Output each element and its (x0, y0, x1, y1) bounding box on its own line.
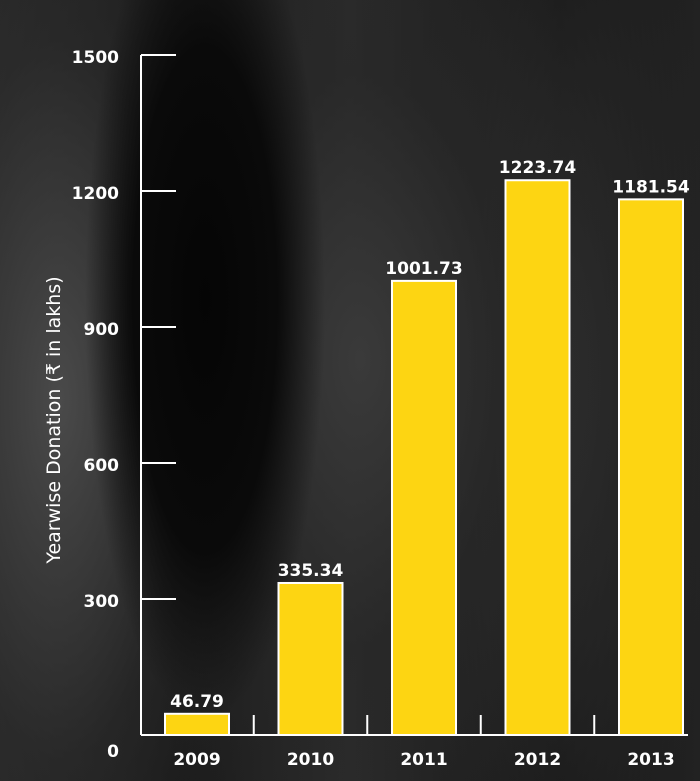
axes: 0 300 600 900 1200 1500 (72, 48, 688, 762)
x-tick-label: 2010 (287, 750, 334, 770)
x-tick-label: 2013 (627, 750, 674, 770)
data-label: 335.34 (278, 561, 344, 581)
y-tick-label: 300 (84, 592, 120, 612)
x-tick-label: 2011 (400, 750, 447, 770)
data-label: 1223.74 (499, 158, 577, 178)
y-tick-label: 600 (84, 456, 120, 476)
x-tick-label: 2009 (173, 750, 220, 770)
bar (277, 581, 344, 736)
bar (618, 198, 684, 736)
y-tick-label: 1500 (72, 48, 119, 68)
data-label: 1001.73 (385, 259, 462, 279)
y-tick-label: 1200 (72, 184, 119, 204)
y-tick-label: 900 (84, 320, 120, 340)
x-tick-label: 2012 (514, 750, 561, 770)
y-axis-title: Yearwise Donation (₹ in lakhs) (43, 276, 65, 564)
y-tick-label: 0 (107, 742, 119, 762)
labels: 46.79 2009 335.34 2010 1001.73 2011 1223.74 201… (170, 158, 690, 770)
bar (504, 179, 571, 737)
bar (391, 279, 457, 736)
data-label: 1181.54 (612, 177, 690, 197)
data-label: 46.79 (170, 692, 224, 712)
bar (164, 712, 230, 736)
bars (164, 179, 684, 737)
